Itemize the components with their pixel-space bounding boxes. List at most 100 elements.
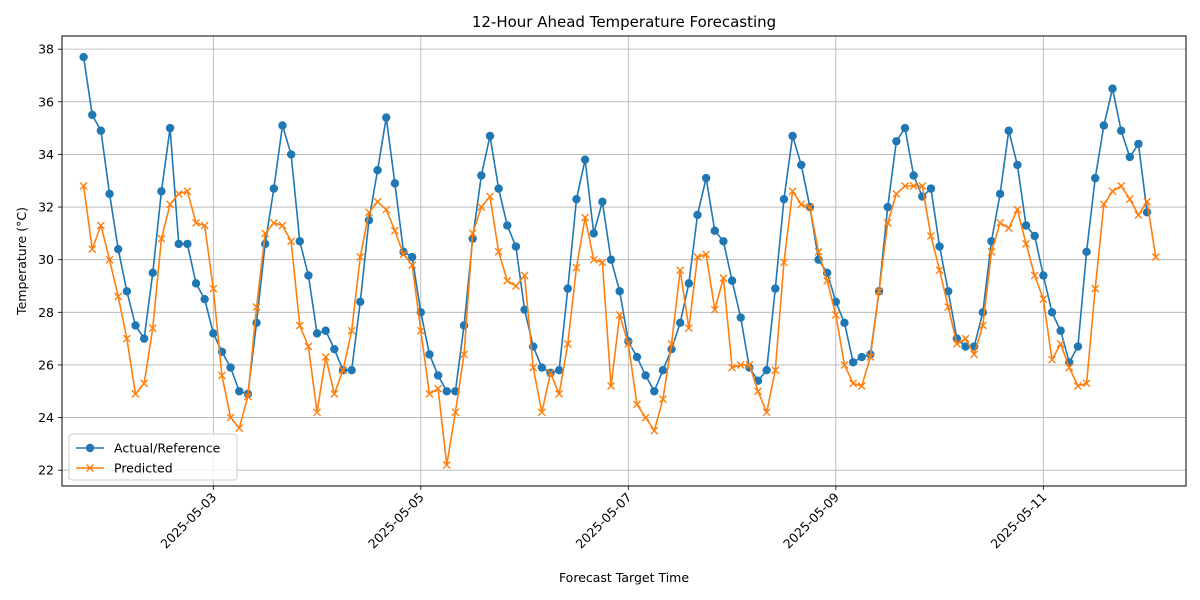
data-point xyxy=(788,131,797,141)
data-point xyxy=(434,384,443,393)
data-point xyxy=(485,131,495,141)
data-point xyxy=(511,242,521,251)
data-point xyxy=(581,213,590,222)
data-point xyxy=(226,413,235,422)
data-point xyxy=(503,276,512,285)
data-point xyxy=(970,350,979,359)
data-point xyxy=(727,276,737,285)
data-point xyxy=(624,339,633,348)
data-point xyxy=(122,287,132,296)
data-point xyxy=(390,226,399,235)
data-point xyxy=(494,184,503,193)
data-point xyxy=(641,413,650,422)
data-point xyxy=(546,368,555,377)
y-tick-label: 32 xyxy=(38,200,54,215)
data-point xyxy=(364,208,373,217)
y-axis: 22 24 26 28 30 32 34 36 38 xyxy=(38,42,62,478)
data-point xyxy=(200,221,209,230)
data-point xyxy=(209,284,218,293)
data-point xyxy=(157,234,166,243)
data-point xyxy=(779,258,788,267)
data-point xyxy=(96,221,105,230)
data-point xyxy=(347,366,356,375)
data-point xyxy=(572,194,581,204)
data-point xyxy=(321,326,330,335)
data-point xyxy=(139,334,149,343)
data-point xyxy=(356,253,365,262)
data-point xyxy=(754,387,763,396)
data-point xyxy=(295,237,304,246)
data-point xyxy=(736,360,745,369)
data-point xyxy=(719,237,728,246)
data-point xyxy=(330,389,339,398)
data-point xyxy=(952,339,961,348)
data-point xyxy=(416,326,425,335)
data-point xyxy=(710,226,719,235)
data-point xyxy=(286,150,296,159)
data-point xyxy=(875,287,884,296)
data-point xyxy=(650,426,659,435)
data-point xyxy=(382,113,391,122)
data-point xyxy=(805,203,814,212)
data-point xyxy=(926,232,935,240)
data-point xyxy=(909,182,918,190)
data-point xyxy=(140,379,149,388)
data-point xyxy=(356,297,365,306)
data-point xyxy=(1099,200,1108,209)
data-point xyxy=(650,387,659,396)
y-tick-label: 36 xyxy=(38,94,54,109)
data-point xyxy=(676,266,685,275)
data-point xyxy=(217,371,226,380)
data-point xyxy=(209,329,218,338)
data-point xyxy=(728,363,737,372)
data-point xyxy=(615,310,624,319)
data-point xyxy=(1117,182,1126,190)
data-point xyxy=(771,284,780,293)
data-point xyxy=(961,342,970,351)
data-point xyxy=(114,244,123,254)
data-point xyxy=(537,363,547,372)
data-point xyxy=(304,271,313,280)
data-point xyxy=(598,258,607,267)
data-point xyxy=(131,389,140,398)
data-point xyxy=(468,229,477,238)
data-point xyxy=(1039,271,1048,280)
data-point xyxy=(1082,379,1091,388)
data-point xyxy=(1065,363,1074,372)
data-point xyxy=(1108,84,1117,93)
data-point xyxy=(883,202,892,212)
data-point xyxy=(1091,173,1100,183)
data-point xyxy=(1047,308,1057,317)
data-point xyxy=(191,279,201,288)
data-point xyxy=(883,218,892,227)
data-point xyxy=(632,400,641,409)
data-point xyxy=(174,239,183,249)
data-point xyxy=(1073,342,1083,351)
data-point xyxy=(1151,253,1160,262)
data-point xyxy=(572,263,581,272)
data-point xyxy=(174,189,183,198)
data-point xyxy=(1030,271,1039,280)
data-point xyxy=(632,352,642,362)
data-point xyxy=(1004,126,1013,135)
data-point xyxy=(823,276,832,285)
data-point xyxy=(961,334,970,343)
data-point xyxy=(736,313,745,322)
data-point xyxy=(710,305,719,314)
data-point xyxy=(840,360,849,369)
data-point xyxy=(157,187,166,196)
data-point xyxy=(304,342,313,351)
data-point xyxy=(814,247,823,256)
data-point xyxy=(606,255,616,264)
data-point xyxy=(719,274,728,283)
data-point xyxy=(935,266,944,275)
data-point xyxy=(658,366,668,375)
chart-title: 12-Hour Ahead Temperature Forecasting xyxy=(472,13,776,31)
data-point xyxy=(779,194,789,204)
data-point xyxy=(226,363,235,372)
data-point xyxy=(1004,224,1013,233)
data-point xyxy=(996,218,1005,227)
series-group xyxy=(79,52,1160,469)
data-point xyxy=(918,182,927,190)
